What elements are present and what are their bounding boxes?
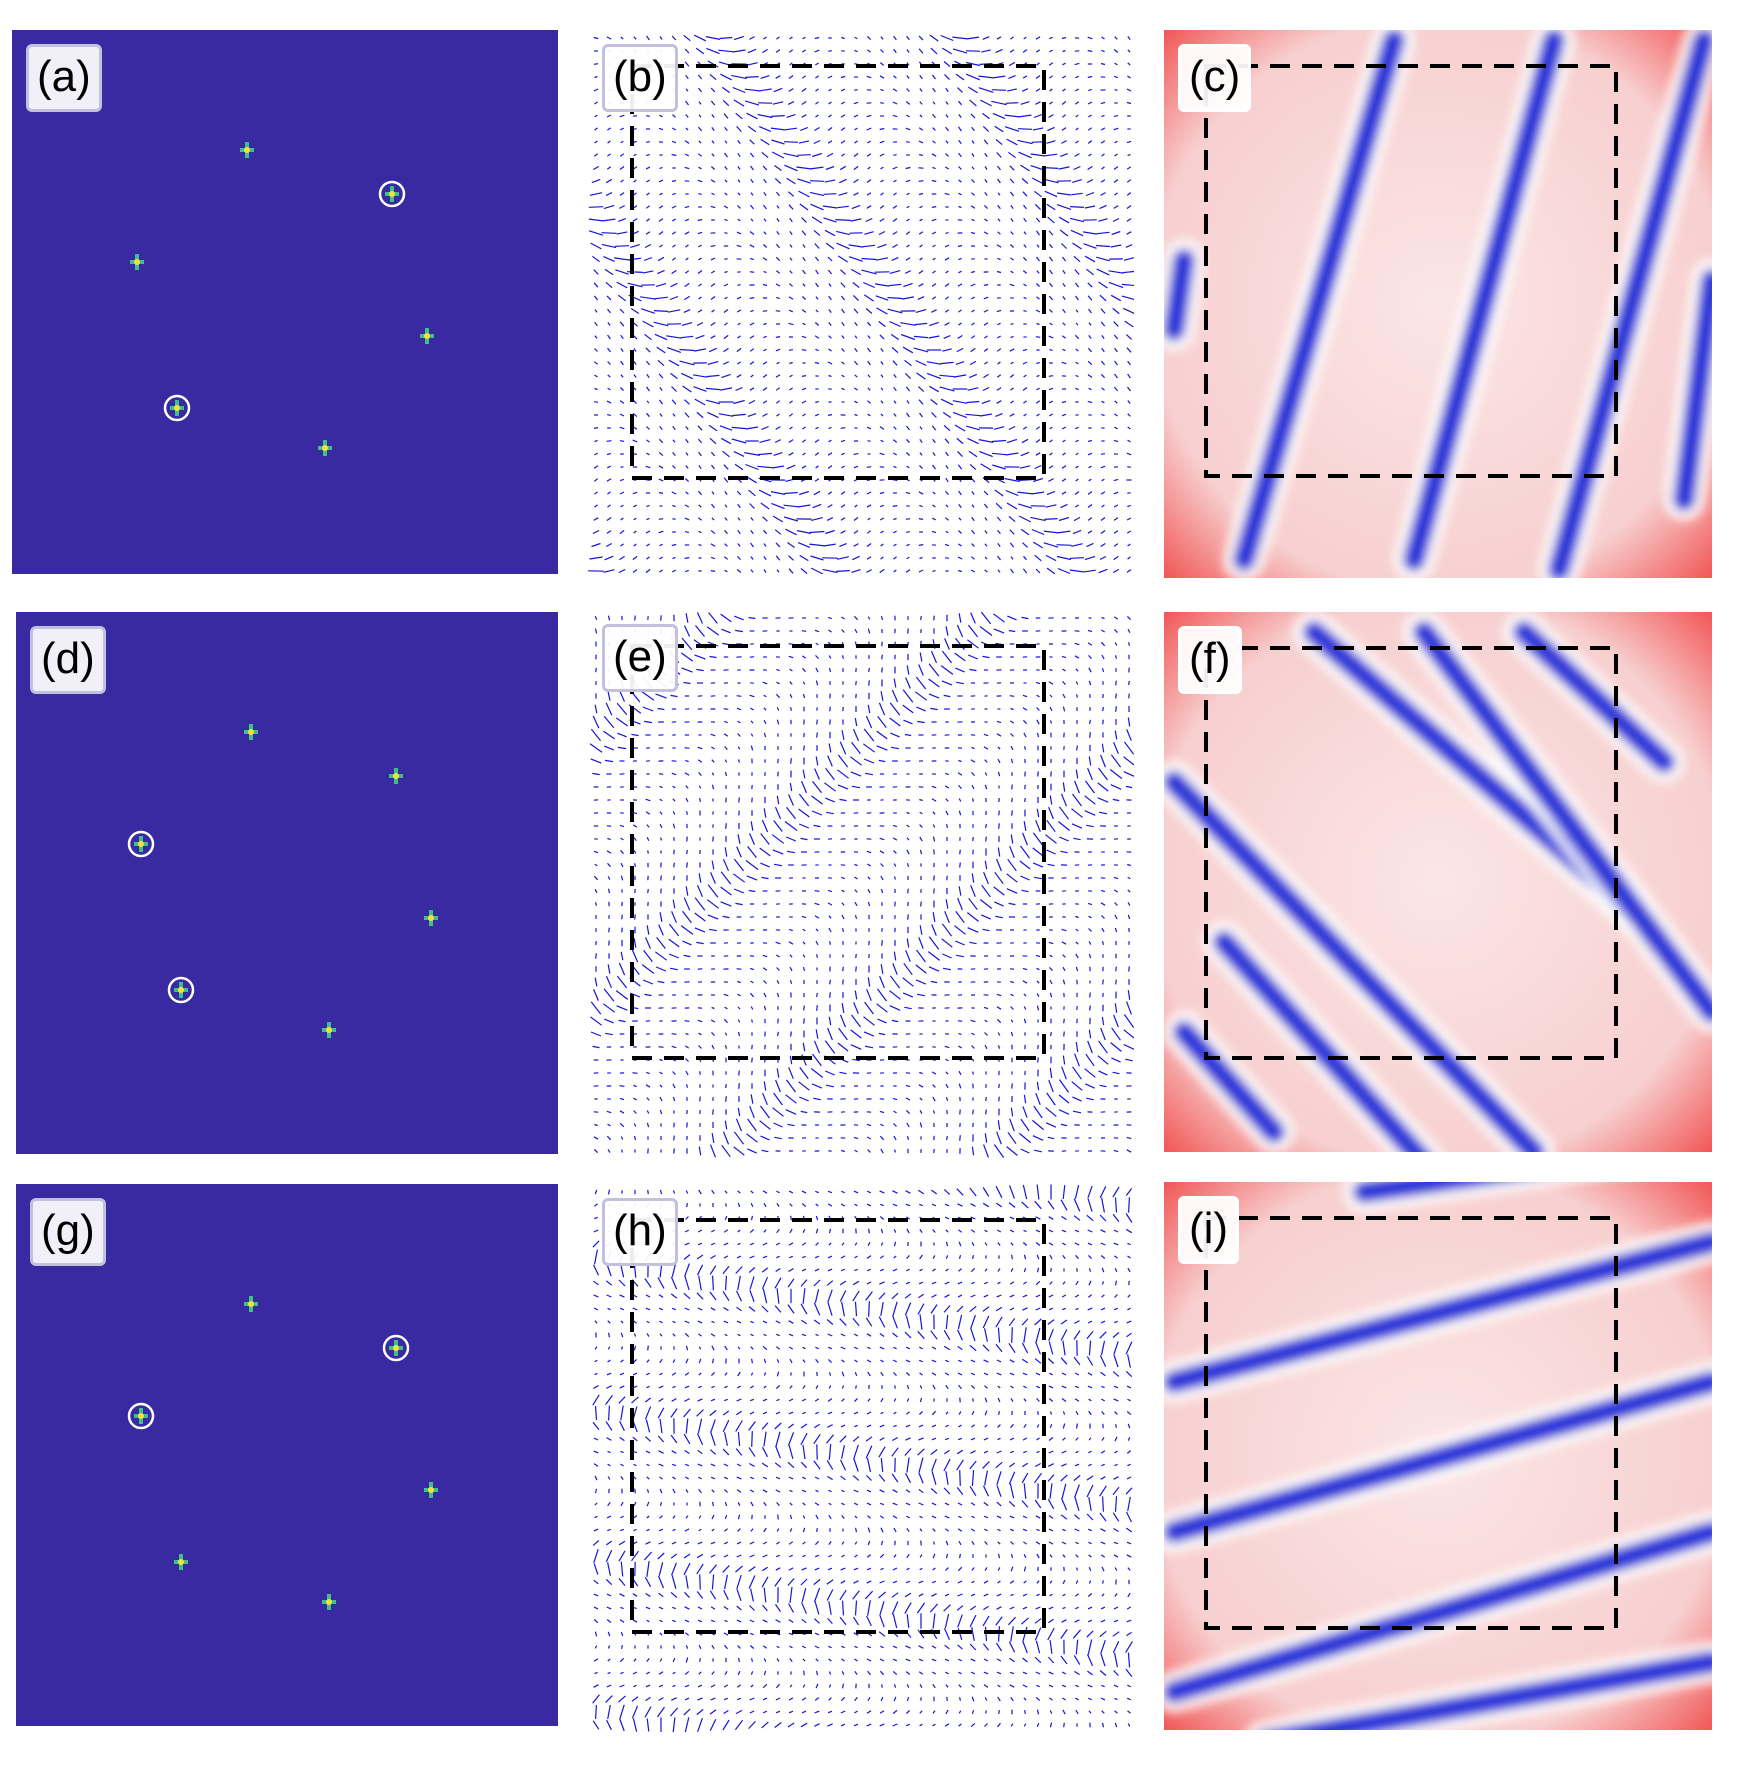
field-map-c <box>1164 30 1712 578</box>
bragg-peak-icon <box>322 1594 336 1610</box>
domain-wall-stripe <box>1164 771 1545 1152</box>
panel-label-a: (a) <box>26 44 102 112</box>
bragg-peak-icon <box>244 724 258 740</box>
bragg-peak-icon <box>322 1022 336 1038</box>
domain-wall-stripe <box>1233 30 1405 571</box>
domain-wall-stripe <box>1403 30 1565 571</box>
fft-background <box>12 30 558 574</box>
fft-background <box>16 612 558 1154</box>
circle-marker-icon <box>167 976 195 1004</box>
domain-wall-stripe <box>1413 621 1712 1023</box>
field-map-i <box>1164 1182 1712 1730</box>
domain-wall-stripe <box>1164 249 1195 341</box>
vector-field-e <box>589 611 1134 1158</box>
circle-marker-icon <box>163 394 191 422</box>
bragg-peak-icon <box>170 400 184 416</box>
bragg-peak-icon <box>174 1554 188 1570</box>
domain-wall-stripe <box>1213 931 1430 1152</box>
domain-wall-stripe <box>1164 1521 1712 1703</box>
circle-marker-icon <box>127 1402 155 1430</box>
bragg-peak-icon <box>389 768 403 784</box>
field-panel-i: (i) <box>1164 1182 1712 1730</box>
domain-wall-stripe <box>1268 1651 1712 1730</box>
domain-wall-stripes <box>1164 612 1712 1152</box>
bragg-peak-icon <box>385 186 399 202</box>
circle-marker-icon <box>127 830 155 858</box>
domain-wall-stripe <box>1164 1231 1712 1393</box>
bragg-peak-icon <box>130 254 144 270</box>
fft-plot-g <box>16 1184 558 1726</box>
dashed-box <box>1204 646 1618 1060</box>
panel-label-g: (g) <box>30 1198 106 1266</box>
panel-label-d: (d) <box>30 626 106 694</box>
vector-field-h <box>592 1184 1133 1732</box>
panel-label-c: (c) <box>1178 44 1252 112</box>
bragg-peak-icon <box>420 328 434 344</box>
fft-plot-d <box>16 612 558 1154</box>
domain-wall-stripe <box>1513 621 1675 773</box>
domain-wall-stripes <box>1164 30 1712 578</box>
panel-label-f: (f) <box>1178 626 1242 694</box>
arrow-field <box>588 34 1134 575</box>
bragg-peak-icon <box>174 982 188 998</box>
panel-label-b: (b) <box>602 44 678 112</box>
fft-panel-g: (g) <box>16 1184 558 1726</box>
vector-panel-h: (h) <box>588 1184 1134 1732</box>
dashed-box <box>1204 1216 1618 1630</box>
domain-wall-stripe <box>1173 1021 1285 1143</box>
dashed-box <box>630 644 1046 1060</box>
fft-panel-d: (d) <box>16 612 558 1154</box>
bragg-peak-icon <box>389 1340 403 1356</box>
bragg-peak-icon <box>424 1482 438 1498</box>
field-panel-c: (c) <box>1164 30 1712 578</box>
vector-field-b <box>588 34 1134 575</box>
bragg-peak-icon <box>424 910 438 926</box>
fft-background <box>16 1184 558 1726</box>
bragg-peak-icon <box>318 440 332 456</box>
bragg-peak-icon <box>240 142 254 158</box>
domain-wall-stripe <box>1353 1182 1511 1203</box>
circle-marker-icon <box>382 1334 410 1362</box>
panel-label-i: (i) <box>1178 1196 1240 1264</box>
vector-panel-b: (b) <box>588 30 1134 578</box>
domain-wall-stripes <box>1164 1182 1712 1730</box>
bragg-peak-icon <box>134 836 148 852</box>
domain-wall-stripe <box>1164 1371 1712 1543</box>
domain-wall-stripe <box>1548 30 1712 578</box>
field-panel-f: (f) <box>1164 612 1712 1152</box>
arrow-field <box>592 1184 1133 1732</box>
dashed-box <box>630 64 1046 480</box>
bragg-peak-icon <box>244 1296 258 1312</box>
field-map-f <box>1164 612 1712 1152</box>
domain-wall-stripe <box>1673 269 1712 511</box>
vector-panel-e: (e) <box>588 610 1134 1158</box>
circle-marker-icon <box>378 180 406 208</box>
fft-plot-a <box>12 30 558 574</box>
panel-label-e: (e) <box>602 624 678 692</box>
panel-label-h: (h) <box>602 1198 678 1266</box>
bragg-peak-icon <box>134 1408 148 1424</box>
dashed-box <box>1204 64 1618 478</box>
fft-panel-a: (a) <box>12 30 558 574</box>
arrow-field <box>589 611 1134 1158</box>
dashed-box <box>630 1218 1046 1634</box>
